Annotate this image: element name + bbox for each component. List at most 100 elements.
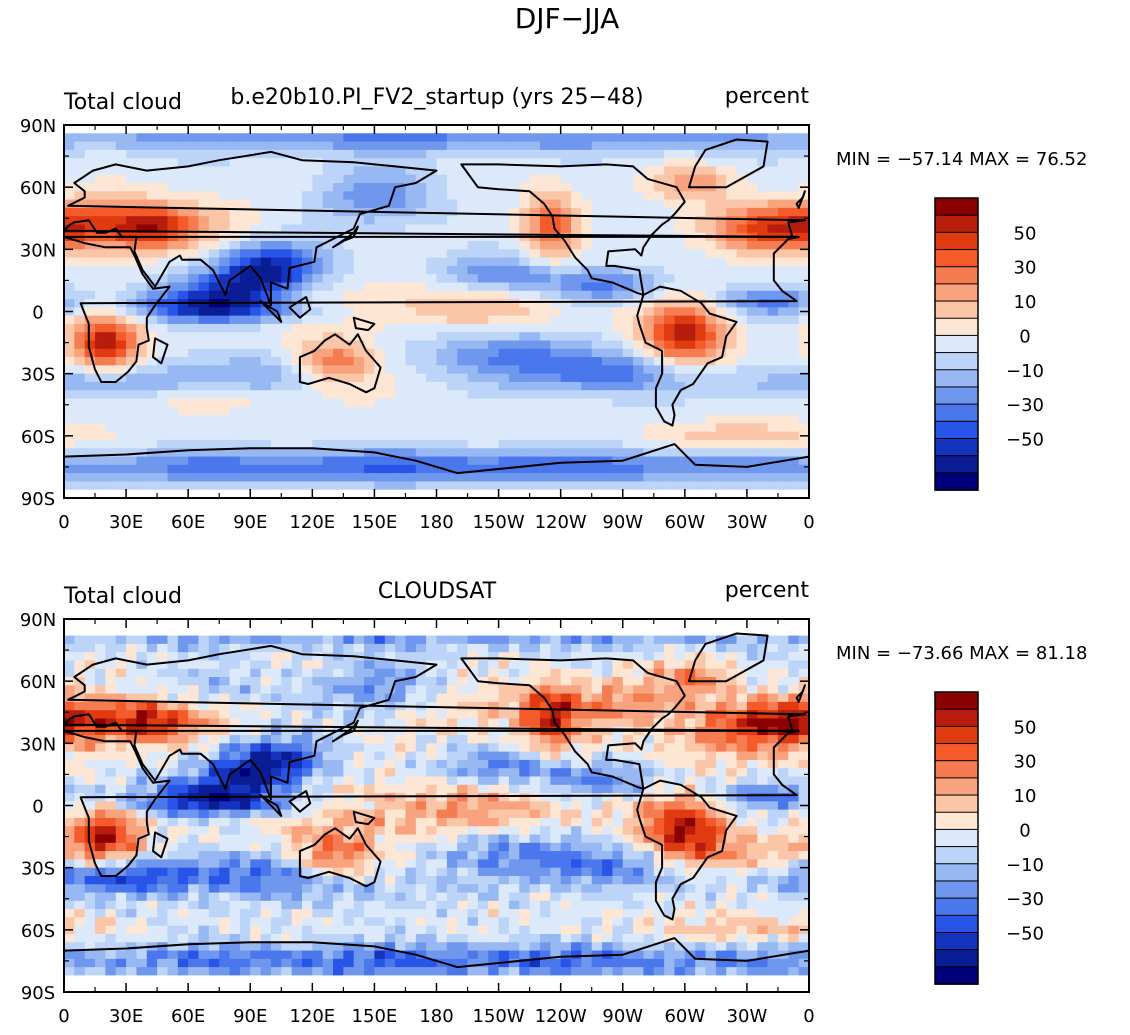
colorbar-swatch: [934, 966, 979, 985]
lat-tick-label: 30N: [20, 734, 56, 755]
colorbar-tick-label: −10: [1006, 361, 1044, 382]
colorbar-swatch: [934, 914, 979, 934]
colorbar-swatch: [934, 725, 979, 745]
panel-right-label: percent: [725, 578, 810, 603]
figure-title: DJF−JJA: [515, 2, 620, 35]
lon-tick-label: 90W: [602, 1006, 643, 1027]
lon-tick-label: 30W: [727, 512, 768, 533]
colorbar-swatch: [934, 897, 979, 917]
lon-tick-label: 60W: [664, 512, 705, 533]
colorbar: 50 30 10 0 −10 −30 −50: [934, 691, 1044, 985]
colorbar-tick-label: −50: [1006, 430, 1044, 451]
lat-tick-label: 90N: [20, 610, 56, 631]
colorbar-swatch: [934, 334, 979, 354]
colorbar-swatch: [934, 231, 979, 251]
lat-tick-label: 0: [32, 303, 43, 324]
lat-tick-label: 90S: [21, 489, 55, 510]
lon-tick-label: 120E: [289, 512, 335, 533]
lat-tick-label: 90S: [21, 983, 55, 1004]
lon-tick-label: 150E: [352, 1006, 398, 1027]
colorbar-swatch: [934, 949, 979, 968]
lon-tick-label: 180: [419, 512, 453, 533]
lon-tick-label: 30E: [109, 512, 143, 533]
colorbar-tick-label: 50: [1014, 223, 1037, 244]
panel-left-label: Total cloud: [63, 90, 182, 115]
lon-tick-label: 150W: [473, 512, 525, 533]
colorbar-swatch: [934, 403, 979, 423]
colorbar-tick-label: 0: [1019, 820, 1030, 841]
colorbar-swatch: [934, 811, 979, 831]
colorbar-swatch: [934, 266, 979, 285]
colorbar-tick-label: 10: [1014, 292, 1037, 313]
min-max-label: MIN = −57.14 MAX = 76.52: [836, 149, 1087, 170]
colorbar-swatch: [934, 846, 979, 865]
colorbar-tick-label: 30: [1014, 258, 1037, 279]
lat-tick-label: 30S: [21, 365, 55, 386]
lon-tick-label: 150E: [352, 512, 398, 533]
colorbar-tick-label: 10: [1014, 786, 1037, 807]
lat-tick-label: 60S: [21, 921, 55, 942]
colorbar-tick-label: −30: [1006, 889, 1044, 910]
colorbar-swatch: [934, 760, 979, 779]
lon-tick-label: 0: [58, 512, 69, 533]
colorbar-tick-label: 0: [1019, 326, 1030, 347]
lon-tick-label: 60E: [171, 512, 205, 533]
colorbar-swatch: [934, 352, 979, 371]
min-max-label: MIN = −73.66 MAX = 81.18: [836, 643, 1087, 664]
colorbar-swatch: [934, 300, 979, 320]
contour-field: [64, 125, 810, 499]
lat-tick-label: 60N: [20, 672, 56, 693]
map-panel-2: Total cloud CLOUDSAT percent 90N 60N 30N 0 30S 6…: [20, 578, 1088, 1027]
colorbar-tick-label: 50: [1014, 717, 1037, 738]
colorbar: 50 30 10 0 −10 −30 −50: [934, 197, 1044, 491]
colorbar-swatch: [934, 777, 979, 796]
colorbar-swatch: [934, 794, 979, 814]
colorbar-swatch: [934, 437, 979, 457]
colorbar-swatch: [934, 743, 979, 762]
colorbar-swatch: [934, 197, 979, 216]
colorbar-swatch: [934, 249, 979, 268]
colorbar-tick-label: 30: [1014, 752, 1037, 773]
lat-tick-label: 0: [32, 797, 43, 818]
colorbar-swatch: [934, 214, 979, 234]
lon-tick-label: 0: [803, 1006, 814, 1027]
colorbar-swatch: [934, 283, 979, 302]
lat-tick-label: 90N: [20, 116, 56, 137]
colorbar-tick-label: −10: [1006, 855, 1044, 876]
colorbar-swatch: [934, 708, 979, 728]
lon-tick-label: 150W: [473, 1006, 525, 1027]
colorbar-swatch: [934, 317, 979, 337]
colorbar-swatch: [934, 931, 979, 951]
lat-tick-label: 30N: [20, 240, 56, 261]
lon-tick-label: 120W: [535, 512, 587, 533]
lon-tick-label: 120E: [289, 1006, 335, 1027]
colorbar-tick-label: −30: [1006, 395, 1044, 416]
lon-tick-label: 60E: [171, 1006, 205, 1027]
panel-left-label: Total cloud: [63, 584, 182, 609]
colorbar-swatch: [934, 880, 979, 899]
panel-center-label: b.e20b10.PI_FV2_startup (yrs 25−48): [230, 85, 643, 110]
colorbar-swatch: [934, 472, 979, 491]
contour-field: [64, 619, 810, 993]
lon-tick-label: 90E: [233, 512, 267, 533]
colorbar-swatch: [934, 863, 979, 882]
lon-tick-label: 60W: [664, 1006, 705, 1027]
panel-center-label: CLOUDSAT: [378, 579, 497, 604]
lon-tick-label: 0: [58, 1006, 69, 1027]
lat-tick-label: 60N: [20, 178, 56, 199]
lon-tick-label: 0: [803, 512, 814, 533]
lon-tick-label: 120W: [535, 1006, 587, 1027]
colorbar-swatch: [934, 691, 979, 710]
lon-tick-label: 90W: [602, 512, 643, 533]
map-panel-1: Total cloud b.e20b10.PI_FV2_startup (yrs …: [20, 84, 1088, 533]
colorbar-swatch: [934, 386, 979, 405]
lon-tick-label: 30W: [727, 1006, 768, 1027]
lon-tick-label: 90E: [233, 1006, 267, 1027]
lon-tick-label: 180: [419, 1006, 453, 1027]
lon-tick-label: 30E: [109, 1006, 143, 1027]
colorbar-swatch: [934, 369, 979, 388]
colorbar-swatch: [934, 455, 979, 474]
lat-tick-label: 30S: [21, 859, 55, 880]
colorbar-swatch: [934, 420, 979, 440]
